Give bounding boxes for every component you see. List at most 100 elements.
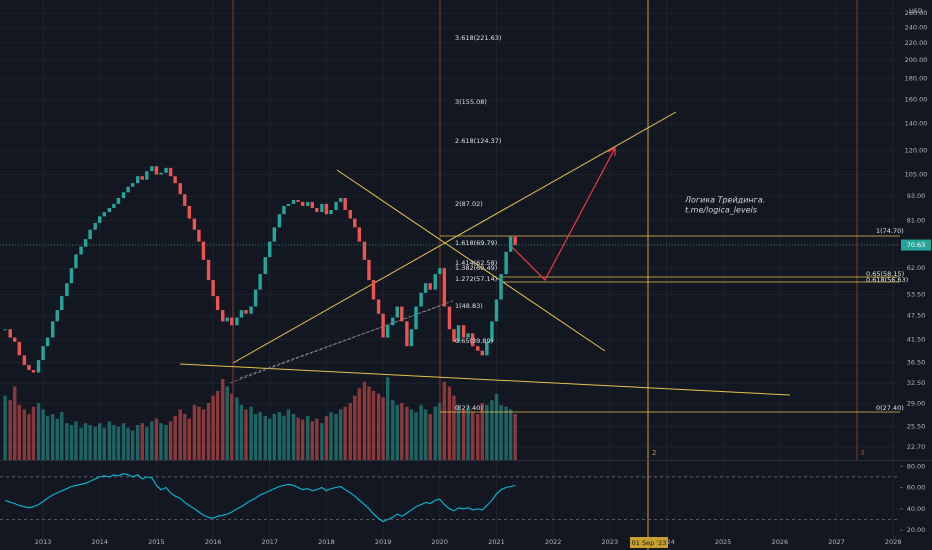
volume-bar xyxy=(291,414,296,460)
volume-bar xyxy=(150,421,154,460)
volume-bar xyxy=(249,406,253,460)
candle xyxy=(409,329,414,347)
volume-bar xyxy=(277,412,282,460)
fib-label: 0.65(39.89) xyxy=(455,337,493,345)
candle xyxy=(51,321,55,338)
last-price-box xyxy=(901,239,931,251)
y-tick-label: 120.00 xyxy=(905,147,928,155)
volume-bar xyxy=(145,426,149,460)
candle xyxy=(239,310,244,318)
volume-bar xyxy=(466,406,470,460)
volume-bar xyxy=(367,386,371,460)
candle xyxy=(423,283,428,293)
candle xyxy=(112,203,116,208)
candle xyxy=(494,299,499,322)
candle xyxy=(376,299,381,314)
volume-bar xyxy=(221,379,225,460)
currency-label: USD xyxy=(909,7,923,15)
candle xyxy=(391,317,395,326)
volume-bar xyxy=(480,402,485,460)
y-tick-label: 36.50 xyxy=(907,358,926,366)
candle xyxy=(343,198,347,211)
candle xyxy=(173,176,177,184)
volume-bar xyxy=(55,418,59,460)
candle xyxy=(244,310,248,314)
watermark-text: Логика Трейдинга. xyxy=(684,196,765,205)
trend-line xyxy=(179,363,791,396)
candle xyxy=(310,201,314,208)
volume-bar xyxy=(168,421,173,460)
candle xyxy=(353,218,357,228)
candle xyxy=(291,199,296,204)
y-tick-label: 41.50 xyxy=(907,336,926,344)
rsi-tick-label: 80.00 xyxy=(907,462,926,470)
dashed-line xyxy=(239,305,441,379)
x-tick-label: 2023 xyxy=(602,538,619,546)
fib-label: 0(27.40) xyxy=(455,404,483,412)
rsi-tick-label: 60.00 xyxy=(907,484,926,492)
y-tick-label: 93.00 xyxy=(907,192,926,200)
volume-layer xyxy=(3,377,517,460)
volume-bar xyxy=(215,391,220,460)
candle xyxy=(221,310,225,322)
fib-label: 1.382(60.49) xyxy=(455,264,497,272)
fib-label: 0.618(56.63) xyxy=(866,276,908,284)
y-tick-label: 140.00 xyxy=(905,119,928,127)
candle xyxy=(282,205,286,215)
candle xyxy=(116,198,121,204)
candle xyxy=(461,325,466,338)
volume-bar xyxy=(136,425,140,460)
volume-bar xyxy=(362,381,367,460)
volume-bar xyxy=(442,381,447,460)
candle xyxy=(168,167,173,177)
volume-bar xyxy=(197,406,201,460)
volume-bar xyxy=(239,404,244,460)
volume-bar xyxy=(470,412,475,460)
volume-bar xyxy=(376,393,381,460)
candle xyxy=(419,292,423,307)
candle xyxy=(504,251,508,275)
candle xyxy=(263,257,267,275)
candle xyxy=(126,186,130,193)
x-tick-label: 2019 xyxy=(375,538,392,546)
volume-bar xyxy=(490,400,494,460)
candle xyxy=(452,329,456,342)
volume-bar xyxy=(83,423,88,460)
candle xyxy=(3,329,7,331)
y-tick-label: 105.00 xyxy=(905,171,928,179)
volume-bar xyxy=(296,417,300,460)
candle xyxy=(508,236,513,252)
watermark-text: t.me/logica_levels xyxy=(685,206,757,215)
candle xyxy=(79,246,83,255)
fib-label: 0(27.40) xyxy=(876,404,904,412)
volume-bar xyxy=(310,421,314,460)
candle xyxy=(272,227,277,242)
candle xyxy=(367,259,371,281)
fib-labels: 3.618(221.63) 3(155.08) 2.618(124.37) 2(… xyxy=(455,34,908,457)
candle xyxy=(22,355,27,365)
rsi-tick-label: 40.00 xyxy=(907,505,926,513)
candle xyxy=(136,176,140,184)
volume-bar xyxy=(494,393,499,460)
candle xyxy=(178,183,182,195)
candle xyxy=(490,321,494,342)
candle xyxy=(197,229,201,242)
volume-bar xyxy=(348,402,352,460)
candle xyxy=(300,201,305,206)
volume-bar xyxy=(36,402,41,460)
volume-bar xyxy=(315,418,319,460)
volume-bar xyxy=(428,414,432,460)
candle xyxy=(93,222,97,230)
volume-bar xyxy=(447,386,452,460)
axes: 22.70 25.50 29.00 32.50 36.50 41.50 47.50 53.50… xyxy=(35,9,931,546)
y-tick-label: 260.00 xyxy=(905,9,928,17)
candle xyxy=(513,236,517,246)
volume-bar xyxy=(45,415,50,460)
volume-bar xyxy=(93,426,97,460)
volume-bar xyxy=(60,412,64,460)
x-tick-label: 2022 xyxy=(545,538,562,546)
candle xyxy=(438,268,442,275)
volume-bar xyxy=(211,395,215,460)
candle xyxy=(211,280,215,297)
